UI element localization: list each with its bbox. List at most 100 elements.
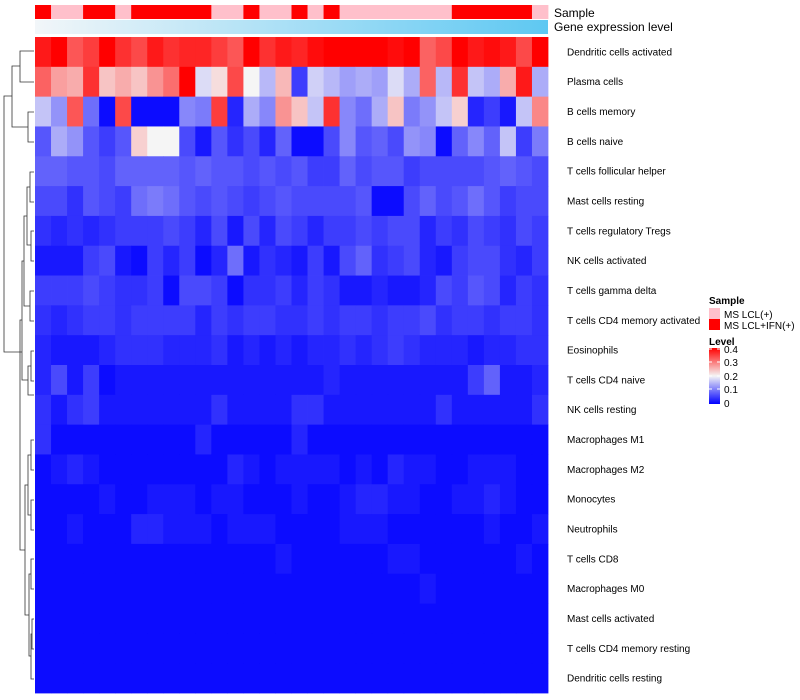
heatmap-cell (67, 215, 84, 247)
gene-expression-annotation-bar (35, 20, 548, 34)
heatmap-cell (483, 156, 501, 187)
heatmap-cell (291, 245, 308, 276)
heatmap-cell (163, 365, 180, 396)
heatmap-cell (115, 66, 132, 98)
heatmap-cell (211, 633, 228, 664)
heatmap-cell (147, 335, 164, 366)
legend-level-tick-0: 0 (724, 399, 730, 410)
heatmap-cell (163, 126, 180, 157)
heatmap-cell (195, 96, 212, 127)
heatmap-cell (291, 633, 308, 664)
heatmap-cell (211, 96, 228, 127)
heatmap-cell (435, 663, 453, 694)
heatmap-cell (227, 305, 244, 336)
heatmap-cell (67, 603, 84, 634)
sample-annotation-cell (499, 5, 517, 19)
heatmap-cell (403, 96, 421, 127)
sample-annotation-bar (35, 5, 549, 19)
heatmap-cell (83, 96, 100, 127)
heatmap-cell (259, 543, 276, 575)
heatmap-cell (515, 365, 533, 396)
heatmap-cell (307, 66, 324, 98)
heatmap-cell (259, 633, 276, 664)
heatmap-cell (67, 663, 84, 694)
heatmap-cell (371, 96, 389, 127)
heatmap-cell (515, 66, 533, 98)
row-label: Plasma cells (567, 77, 623, 88)
heatmap-cell (291, 156, 308, 187)
heatmap-cell (387, 156, 405, 187)
heatmap-cell (275, 305, 292, 336)
row-label: T cells gamma delta (567, 286, 657, 297)
heatmap-cell (83, 543, 100, 575)
heatmap-cell (131, 305, 148, 336)
heatmap-cell (275, 633, 292, 664)
heatmap-cell (371, 126, 389, 157)
heatmap-cell (147, 365, 164, 396)
heatmap-cell (531, 275, 549, 306)
legend-label-ms-lcl: MS LCL(+) (724, 310, 773, 321)
heatmap-cell (227, 126, 244, 157)
heatmap-cell (291, 335, 308, 366)
heatmap-cell (339, 156, 357, 187)
heatmap-cell (179, 543, 196, 575)
heatmap-cell (499, 275, 517, 306)
heatmap-cell (67, 156, 84, 187)
heatmap-cell (275, 573, 292, 604)
heatmap-cell (67, 245, 84, 276)
heatmap-cell (531, 573, 549, 604)
heatmap-cell (211, 335, 228, 366)
heatmap-cell (371, 156, 389, 187)
heatmap-cell (323, 126, 340, 157)
heatmap-cell (67, 335, 84, 366)
heatmap-cell (355, 365, 373, 396)
heatmap-cell (51, 573, 68, 604)
heatmap-cell (467, 394, 485, 426)
sample-annotation-cell (115, 5, 132, 19)
heatmap-cell (307, 603, 324, 634)
row-label: NK cells resting (567, 405, 636, 416)
heatmap-cell (515, 96, 533, 127)
heatmap-cell (419, 365, 437, 396)
heatmap-cell (195, 543, 212, 575)
heatmap-cell (371, 365, 389, 396)
heatmap-cell (99, 305, 116, 336)
heatmap-cell (435, 37, 453, 68)
heatmap-cell (403, 424, 421, 455)
heatmap-cell (227, 365, 244, 396)
heatmap-cell (291, 454, 308, 485)
heatmap-cell (355, 335, 373, 366)
heatmap-cell (483, 186, 501, 217)
heatmap-cell (243, 126, 260, 157)
heatmap-cell (483, 37, 501, 68)
row-label: T cells CD8 (567, 554, 619, 565)
heatmap-cell (147, 245, 164, 276)
heatmap-cell (435, 543, 453, 575)
heatmap-cell (259, 96, 276, 127)
heatmap-cell (51, 484, 68, 515)
heatmap-cell (131, 454, 148, 485)
heatmap-cell (371, 305, 389, 336)
heatmap-cell (531, 514, 549, 545)
heatmap-cell (67, 633, 84, 664)
heatmap-cell (227, 275, 244, 306)
legend-level-colorbar (709, 348, 720, 404)
heatmap-cell (483, 603, 501, 634)
heatmap-cell (131, 186, 148, 217)
heatmap-cell (371, 394, 389, 426)
heatmap-cell (259, 186, 276, 217)
row-label: Eosinophils (567, 346, 618, 357)
heatmap-cell (163, 603, 180, 634)
heatmap-cell (51, 215, 68, 247)
heatmap-cell (195, 633, 212, 664)
heatmap-cell (483, 543, 501, 575)
heatmap-cell (291, 394, 308, 426)
heatmap-cell (387, 305, 405, 336)
heatmap-cell (323, 335, 340, 366)
sample-annotation-cell (147, 5, 164, 19)
heatmap-cell (51, 96, 68, 127)
heatmap-cell (227, 514, 244, 545)
heatmap-cell (419, 394, 437, 426)
heatmap-cell (35, 66, 52, 98)
heatmap-cell (99, 186, 116, 217)
